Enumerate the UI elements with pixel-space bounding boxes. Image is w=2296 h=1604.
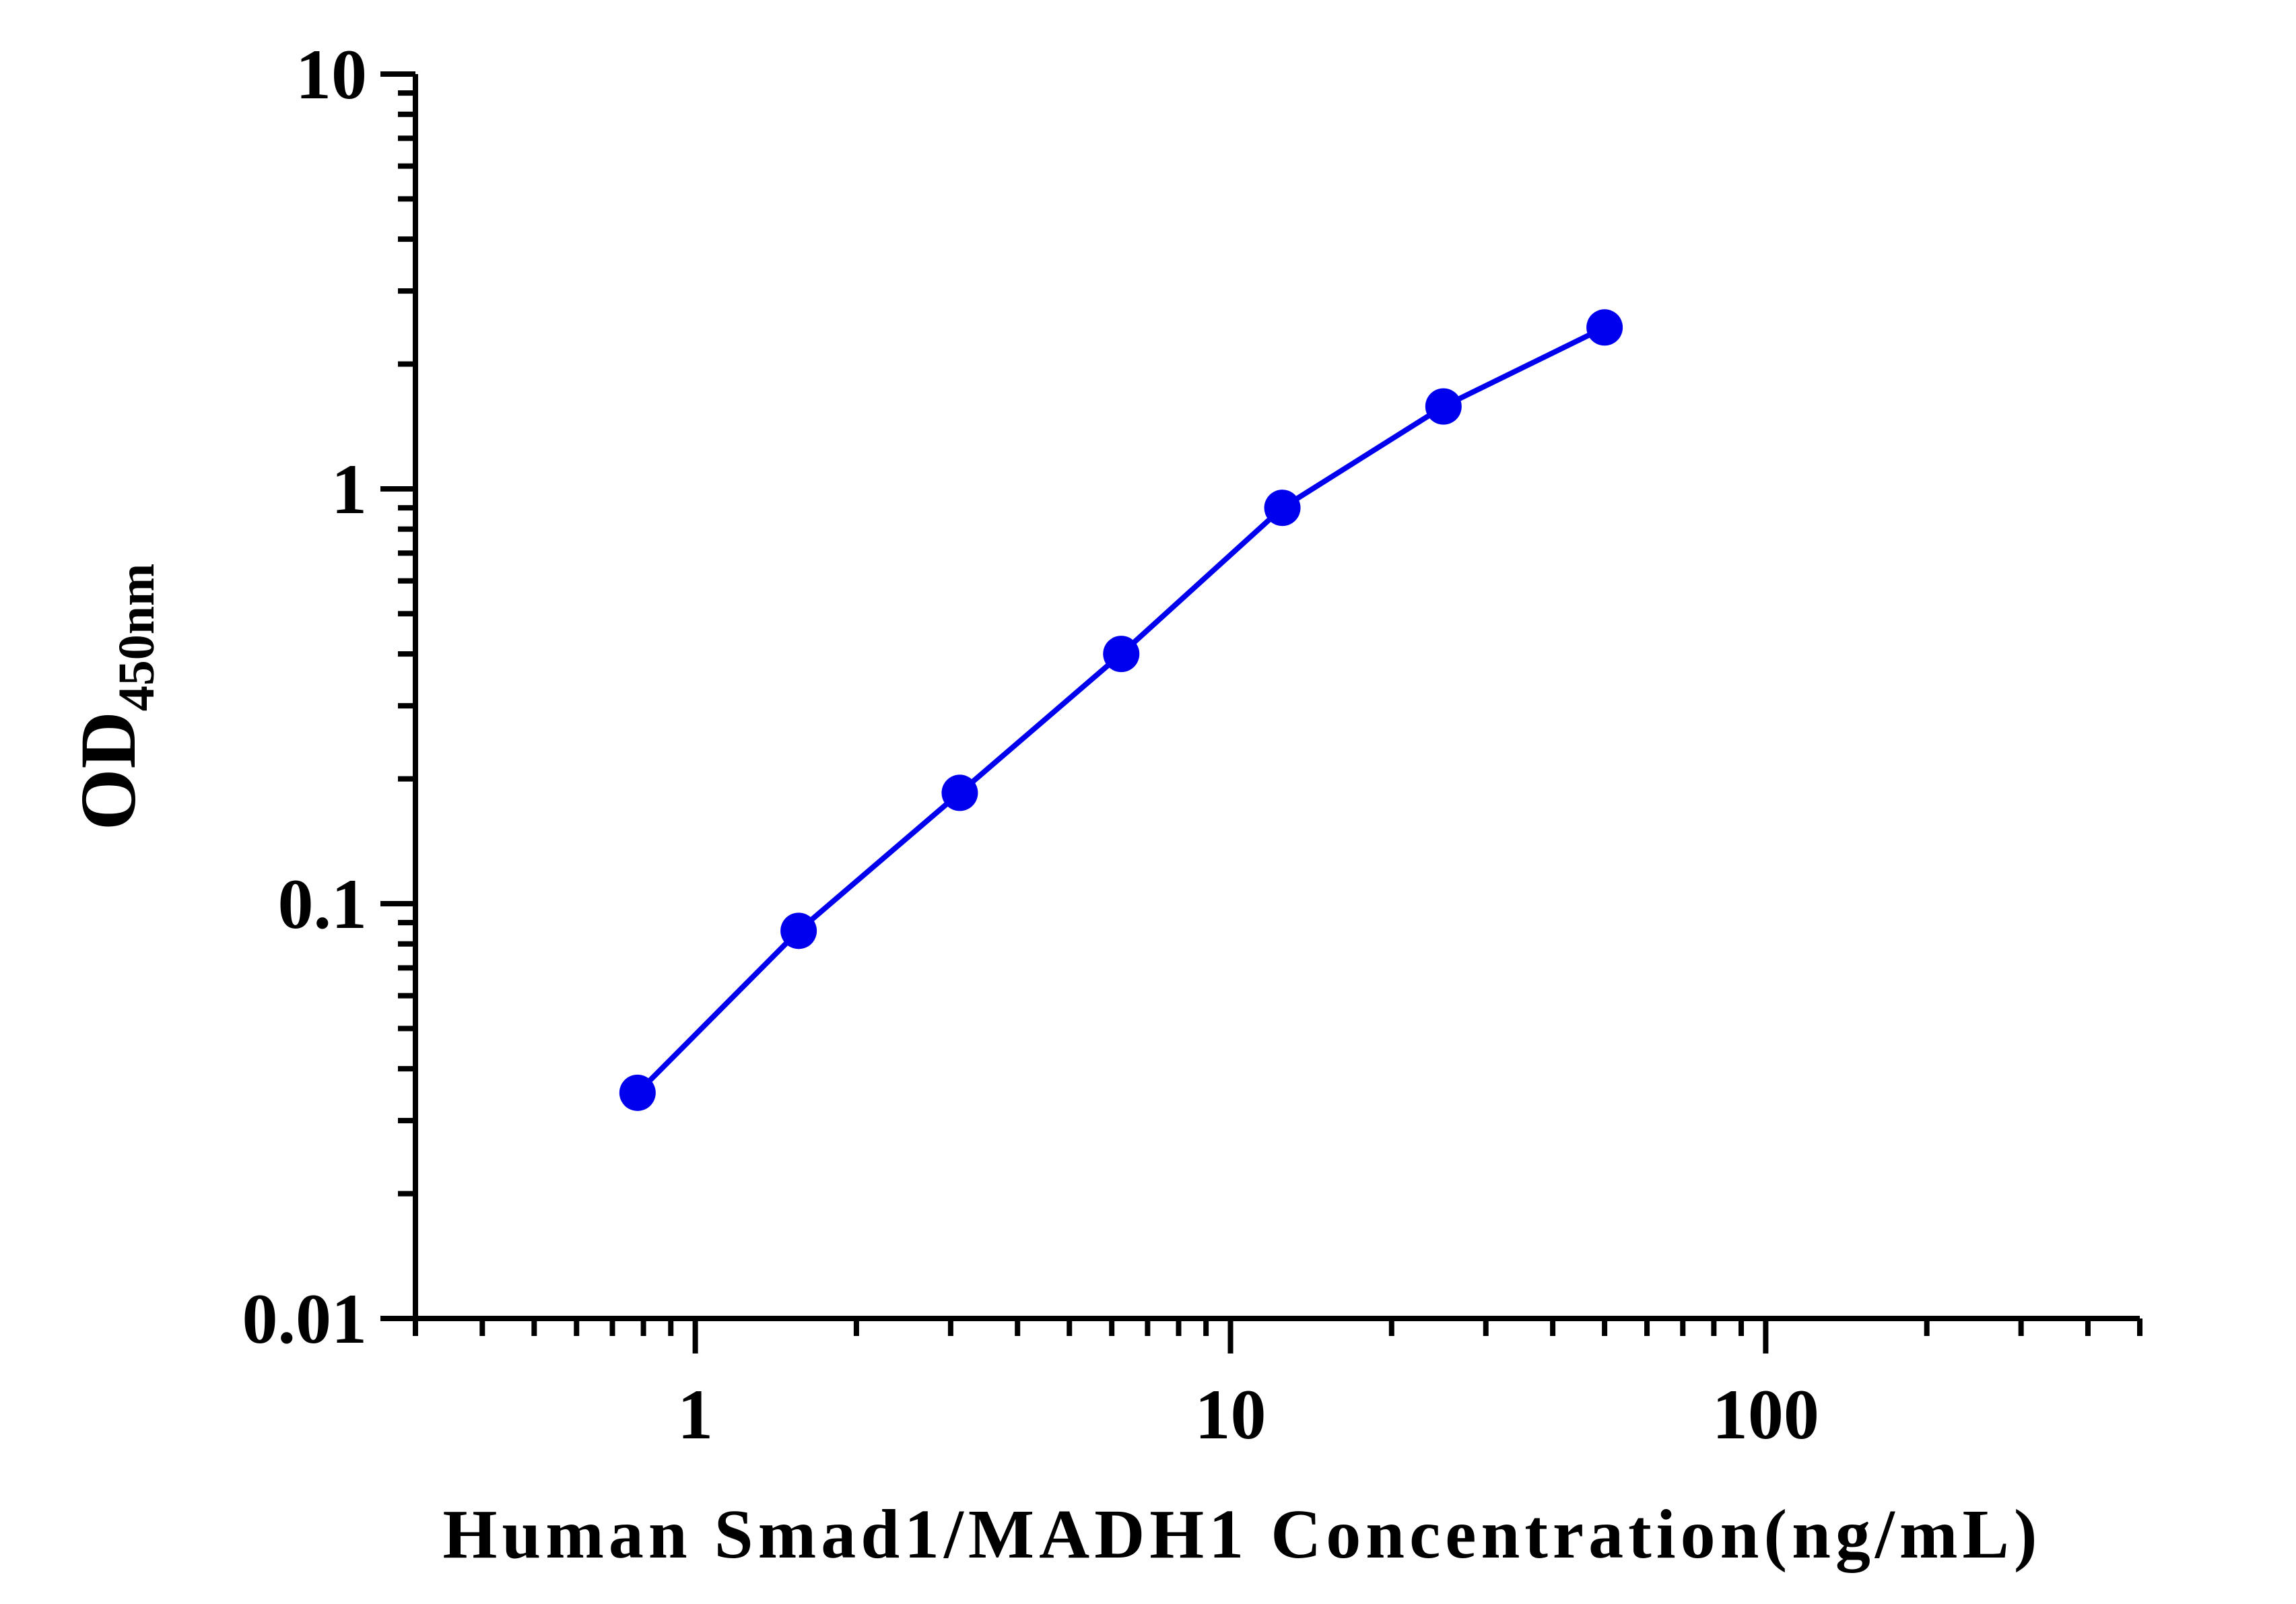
data-point	[780, 912, 817, 949]
y-tick-label: 0.01	[242, 1279, 368, 1358]
y-tick-label: 0.1	[278, 865, 368, 943]
data-point	[619, 1074, 656, 1111]
x-tick-label: 100	[1712, 1375, 1819, 1454]
y-tick-label: 1	[331, 450, 367, 529]
x-tick-label: 10	[1195, 1375, 1267, 1454]
data-point	[941, 774, 978, 811]
data-point	[1586, 309, 1623, 346]
data-point	[1264, 490, 1301, 527]
x-tick-label: 1	[677, 1375, 713, 1454]
axes: 0.01 0.1 1 10 1 10 100	[242, 35, 2142, 1454]
data-point	[1103, 636, 1140, 673]
y-axis-title-sub: 450nm	[108, 564, 165, 712]
y-tick-label: 10	[296, 35, 367, 114]
y-axis-title-main: OD	[64, 711, 152, 830]
y-axis-title: OD450nm	[64, 564, 165, 831]
x-axis-title: Human Smad1/MADH1 Concentration(ng/mL)	[443, 1496, 2042, 1573]
data-point	[1425, 388, 1462, 425]
plot-area	[619, 309, 1623, 1111]
series-line	[636, 325, 1606, 1095]
